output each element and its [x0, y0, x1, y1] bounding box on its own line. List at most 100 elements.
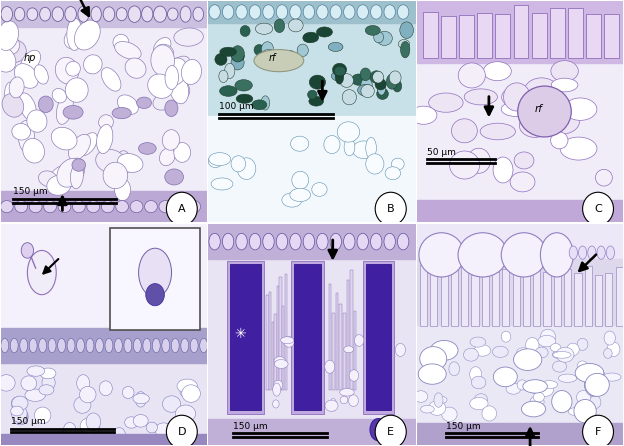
Bar: [208, 1, 416, 23]
Bar: [366, 264, 391, 410]
Ellipse shape: [57, 339, 66, 353]
Ellipse shape: [530, 351, 540, 360]
Ellipse shape: [66, 62, 80, 76]
Ellipse shape: [370, 71, 383, 83]
Text: 50 μm: 50 μm: [427, 148, 456, 157]
Ellipse shape: [254, 50, 304, 72]
Text: C: C: [594, 204, 602, 214]
Ellipse shape: [51, 127, 77, 150]
Ellipse shape: [135, 392, 146, 407]
Ellipse shape: [297, 44, 308, 57]
Ellipse shape: [604, 331, 615, 345]
Ellipse shape: [1, 339, 9, 353]
Ellipse shape: [492, 346, 508, 357]
Ellipse shape: [215, 54, 227, 65]
Ellipse shape: [577, 390, 591, 404]
Ellipse shape: [21, 50, 41, 73]
Bar: [332, 313, 334, 390]
Ellipse shape: [190, 339, 198, 353]
Text: 100 μm: 100 μm: [219, 102, 253, 112]
Ellipse shape: [470, 337, 485, 347]
Ellipse shape: [397, 5, 409, 19]
Ellipse shape: [540, 233, 573, 277]
Ellipse shape: [114, 339, 122, 353]
Ellipse shape: [62, 158, 85, 187]
Ellipse shape: [80, 417, 100, 435]
Ellipse shape: [596, 369, 605, 380]
Ellipse shape: [371, 5, 382, 19]
Ellipse shape: [578, 246, 587, 259]
Bar: [595, 275, 602, 326]
Bar: [291, 261, 324, 414]
Ellipse shape: [585, 372, 604, 396]
Bar: [430, 260, 437, 326]
Ellipse shape: [340, 396, 348, 404]
Ellipse shape: [165, 100, 178, 116]
Circle shape: [167, 192, 197, 225]
Ellipse shape: [384, 5, 396, 19]
Bar: [423, 12, 438, 58]
Ellipse shape: [273, 380, 283, 390]
Ellipse shape: [65, 7, 76, 22]
Ellipse shape: [133, 393, 149, 404]
Text: D: D: [178, 427, 186, 437]
Ellipse shape: [117, 95, 139, 114]
Ellipse shape: [220, 86, 237, 96]
Ellipse shape: [225, 63, 235, 78]
Ellipse shape: [480, 123, 515, 140]
Ellipse shape: [11, 339, 18, 353]
Ellipse shape: [458, 63, 485, 88]
Ellipse shape: [77, 339, 84, 353]
Ellipse shape: [330, 5, 341, 19]
Ellipse shape: [74, 20, 100, 50]
Ellipse shape: [165, 58, 187, 85]
Bar: [1, 328, 207, 363]
Ellipse shape: [360, 68, 371, 81]
Bar: [280, 277, 282, 390]
Bar: [586, 14, 601, 58]
Ellipse shape: [264, 47, 273, 63]
Ellipse shape: [154, 6, 167, 22]
Ellipse shape: [501, 331, 511, 342]
Ellipse shape: [535, 347, 548, 358]
Ellipse shape: [357, 5, 368, 19]
Ellipse shape: [182, 59, 202, 84]
Ellipse shape: [396, 343, 406, 356]
Ellipse shape: [39, 339, 47, 353]
Ellipse shape: [464, 348, 479, 361]
Ellipse shape: [397, 233, 409, 250]
Ellipse shape: [334, 66, 346, 76]
Ellipse shape: [563, 98, 597, 120]
Bar: [329, 284, 331, 390]
Ellipse shape: [290, 233, 301, 250]
Ellipse shape: [470, 397, 488, 410]
Ellipse shape: [103, 7, 115, 21]
Ellipse shape: [86, 339, 94, 353]
Ellipse shape: [231, 45, 245, 62]
Ellipse shape: [482, 406, 497, 421]
Ellipse shape: [236, 94, 253, 103]
Ellipse shape: [137, 97, 152, 108]
Ellipse shape: [353, 141, 375, 159]
Ellipse shape: [117, 153, 143, 173]
Ellipse shape: [351, 74, 366, 85]
Ellipse shape: [167, 8, 178, 21]
Ellipse shape: [125, 417, 138, 428]
Bar: [532, 13, 547, 58]
Ellipse shape: [222, 233, 234, 250]
Ellipse shape: [534, 392, 544, 402]
Ellipse shape: [540, 386, 550, 394]
Bar: [550, 8, 565, 58]
Ellipse shape: [309, 96, 324, 106]
Bar: [502, 269, 509, 326]
Ellipse shape: [414, 391, 427, 402]
Ellipse shape: [12, 409, 28, 425]
Circle shape: [583, 415, 613, 446]
Bar: [343, 314, 346, 390]
Ellipse shape: [576, 409, 593, 417]
Ellipse shape: [250, 233, 261, 250]
Ellipse shape: [429, 401, 446, 415]
Ellipse shape: [51, 165, 76, 186]
Bar: [208, 116, 416, 222]
Ellipse shape: [134, 339, 141, 353]
